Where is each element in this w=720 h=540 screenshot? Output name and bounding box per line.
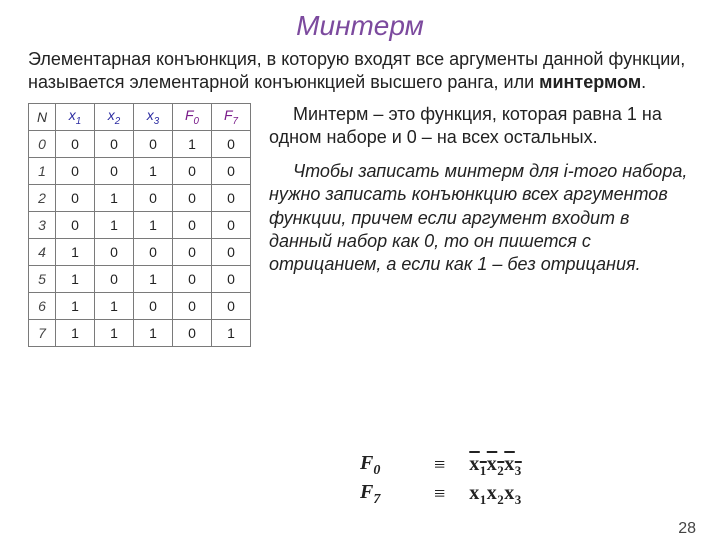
table-cell: 1: [134, 320, 173, 347]
page-number: 28: [678, 520, 696, 538]
equiv-symbol: ≡: [434, 483, 445, 506]
equiv-symbol: ≡: [434, 454, 445, 477]
table-cell: 0: [95, 239, 134, 266]
formulas-block: F0 ≡ x1x2x3 F7 ≡ x1x2x3: [360, 450, 522, 510]
table-body: 0000101001002010003011004100005101006110…: [29, 131, 251, 347]
table-cell: 1: [212, 320, 251, 347]
table-cell: 5: [29, 266, 56, 293]
table-cell: 0: [212, 293, 251, 320]
table-cell: 0: [212, 131, 251, 158]
slide-title: Минтерм: [0, 10, 720, 42]
table-cell: 7: [29, 320, 56, 347]
intro-paragraph: Элементарная конъюнкция, в которую входя…: [28, 48, 692, 93]
formula-rhs: x1x2x3: [469, 482, 522, 508]
truth-table-wrap: Nx1x2x3F0F7 0000101001002010003011004100…: [28, 103, 251, 347]
col-F7: F7: [212, 104, 251, 131]
table-cell: 0: [212, 266, 251, 293]
table-cell: 0: [173, 266, 212, 293]
table-cell: 1: [56, 266, 95, 293]
formula-lhs: F0: [360, 452, 410, 479]
table-row: 711101: [29, 320, 251, 347]
slide: Минтерм Элементарная конъюнкция, в котор…: [0, 10, 720, 540]
table-cell: 0: [212, 158, 251, 185]
formula-lhs: F7: [360, 481, 410, 508]
intro-bold: минтермом: [539, 72, 641, 92]
col-N: N: [29, 104, 56, 131]
table-cell: 4: [29, 239, 56, 266]
right-para-2: Чтобы записать минтерм для i-того набора…: [269, 160, 692, 277]
table-cell: 1: [134, 212, 173, 239]
table-cell: 1: [29, 158, 56, 185]
table-cell: 0: [56, 131, 95, 158]
table-cell: 0: [173, 212, 212, 239]
table-head: Nx1x2x3F0F7: [29, 104, 251, 131]
table-cell: 1: [95, 320, 134, 347]
truth-table: Nx1x2x3F0F7 0000101001002010003011004100…: [28, 103, 251, 347]
col-F0: F0: [173, 104, 212, 131]
table-cell: 0: [212, 185, 251, 212]
col-x2: x2: [95, 104, 134, 131]
table-cell: 0: [134, 185, 173, 212]
table-cell: 1: [56, 320, 95, 347]
table-cell: 0: [173, 158, 212, 185]
table-row: 100100: [29, 158, 251, 185]
table-cell: 0: [212, 239, 251, 266]
table-row: 201000: [29, 185, 251, 212]
table-row: 301100: [29, 212, 251, 239]
table-cell: 0: [56, 185, 95, 212]
table-cell: 0: [212, 212, 251, 239]
table-cell: 1: [56, 293, 95, 320]
col-x3: x3: [134, 104, 173, 131]
table-cell: 1: [95, 185, 134, 212]
table-cell: 0: [173, 239, 212, 266]
intro-suffix: .: [641, 72, 646, 92]
formula-row: F0 ≡ x1x2x3: [360, 452, 522, 479]
table-cell: 1: [56, 239, 95, 266]
formula-rhs: x1x2x3: [469, 453, 522, 479]
table-row: 000010: [29, 131, 251, 158]
table-cell: 0: [95, 266, 134, 293]
table-cell: 1: [95, 212, 134, 239]
table-cell: 0: [56, 158, 95, 185]
right-text: Минтерм – это функция, которая равна 1 н…: [269, 103, 692, 347]
table-cell: 1: [134, 158, 173, 185]
table-cell: 0: [134, 131, 173, 158]
content-row: Nx1x2x3F0F7 0000101001002010003011004100…: [28, 103, 692, 347]
table-cell: 0: [95, 158, 134, 185]
table-cell: 0: [134, 293, 173, 320]
table-cell: 0: [95, 131, 134, 158]
col-x1: x1: [56, 104, 95, 131]
table-cell: 1: [134, 266, 173, 293]
formula-row: F7 ≡ x1x2x3: [360, 481, 522, 508]
table-cell: 1: [173, 131, 212, 158]
table-cell: 0: [173, 185, 212, 212]
table-cell: 0: [29, 131, 56, 158]
table-cell: 0: [173, 320, 212, 347]
table-cell: 0: [56, 212, 95, 239]
table-row: 611000: [29, 293, 251, 320]
table-cell: 6: [29, 293, 56, 320]
table-cell: 0: [173, 293, 212, 320]
table-cell: 0: [134, 239, 173, 266]
table-cell: 3: [29, 212, 56, 239]
table-cell: 2: [29, 185, 56, 212]
right-para-1: Минтерм – это функция, которая равна 1 н…: [269, 103, 692, 150]
table-cell: 1: [95, 293, 134, 320]
table-row: 410000: [29, 239, 251, 266]
table-row: 510100: [29, 266, 251, 293]
